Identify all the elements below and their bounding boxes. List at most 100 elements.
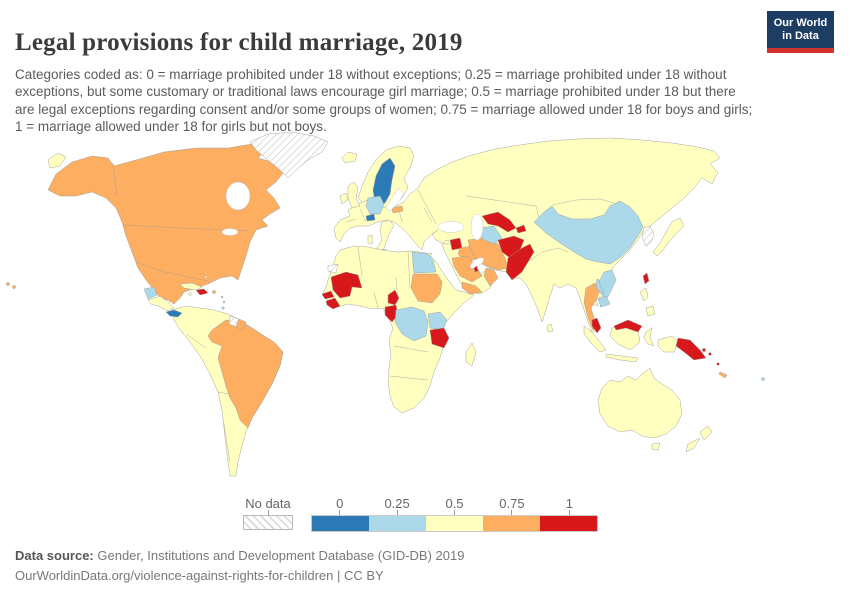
region-bahamas[interactable] <box>204 275 208 279</box>
region-panama[interactable] <box>165 309 183 318</box>
region-papua-new-guinea[interactable] <box>675 337 707 361</box>
region-germany[interactable] <box>365 195 385 215</box>
owid-logo[interactable]: Our World in Data <box>767 11 834 53</box>
region-malaysia-peninsula[interactable] <box>591 317 602 334</box>
legend-no-data[interactable]: No data <box>243 497 293 530</box>
legend-label-05: 0.5 <box>445 496 464 511</box>
region-western-sahara[interactable] <box>327 263 339 274</box>
region-greenland[interactable] <box>249 131 329 179</box>
region-brazil[interactable] <box>207 319 284 429</box>
black-sea <box>437 221 465 233</box>
region-hawaii[interactable] <box>12 285 16 289</box>
region-north-america[interactable] <box>47 143 285 305</box>
region-bahamas[interactable] <box>208 278 212 282</box>
region-yemen[interactable] <box>461 281 483 295</box>
region-hispaniola[interactable] <box>195 288 209 296</box>
inland-water <box>221 181 485 269</box>
region-tanzania[interactable] <box>429 327 450 349</box>
region-switzerland[interactable] <box>365 213 376 222</box>
region-iceland[interactable] <box>341 151 358 164</box>
region-tajikistan[interactable] <box>515 224 527 234</box>
region-saudi-arabia[interactable] <box>451 255 483 283</box>
region-lesser-antilles[interactable] <box>222 300 226 304</box>
region-solomon-islands[interactable] <box>702 348 706 352</box>
owid-logo-text: Our World in Data <box>773 17 828 42</box>
owid-logo-accent <box>767 48 834 53</box>
region-cuba[interactable] <box>179 282 203 291</box>
region-fiji[interactable] <box>761 377 765 381</box>
region-hawaii[interactable] <box>6 282 10 286</box>
region-sudan[interactable] <box>410 273 443 304</box>
region-puerto-rico[interactable] <box>212 290 216 294</box>
legend-swatch-1[interactable] <box>540 516 597 531</box>
region-cambodia[interactable] <box>597 295 611 308</box>
region-ireland[interactable] <box>339 192 349 205</box>
region-central-america[interactable] <box>147 295 175 312</box>
legend-ticks <box>311 510 598 515</box>
region-trinidad[interactable] <box>221 306 225 310</box>
region-sri-lanka[interactable] <box>546 323 554 333</box>
region-solomon-islands[interactable] <box>708 352 712 356</box>
hudson-bay <box>225 181 251 211</box>
legend-swatch-025[interactable] <box>369 516 426 531</box>
region-chukotka[interactable] <box>47 152 67 169</box>
legend-swatch-05[interactable] <box>426 516 483 531</box>
region-philippines-luzon[interactable] <box>639 287 649 302</box>
region-korea[interactable] <box>641 225 655 247</box>
region-west-papua[interactable] <box>657 335 679 353</box>
legend-swatch-0[interactable] <box>312 516 369 531</box>
region-sulawesi[interactable] <box>643 327 655 347</box>
region-lesser-antilles[interactable] <box>220 295 224 299</box>
region-sumatra[interactable] <box>583 325 607 353</box>
region-new-caledonia[interactable] <box>718 371 728 379</box>
region-french-guiana[interactable] <box>235 318 247 331</box>
region-pakistan[interactable] <box>505 243 535 281</box>
legend-swatch-075[interactable] <box>483 516 540 531</box>
region-guatemala[interactable] <box>143 286 158 300</box>
region-malaysia-borneo[interactable] <box>613 319 643 333</box>
region-united-kingdom[interactable] <box>347 181 361 209</box>
region-cameroon[interactable] <box>387 289 400 306</box>
region-oman[interactable] <box>483 267 499 287</box>
region-mali[interactable] <box>330 271 363 299</box>
region-tasmania[interactable] <box>651 442 661 451</box>
region-senegal[interactable] <box>321 290 335 300</box>
region-eurasia[interactable] <box>333 137 721 333</box>
region-africa[interactable] <box>321 245 475 414</box>
region-china[interactable] <box>533 200 644 265</box>
region-uganda-kenya[interactable] <box>427 311 448 331</box>
region-egypt[interactable] <box>411 251 437 274</box>
region-uzbekistan[interactable] <box>481 211 517 233</box>
chart-footer: Data source: Gender, Institutions and De… <box>15 546 464 586</box>
legend-label-025: 0.25 <box>384 496 410 511</box>
region-australia[interactable] <box>597 367 683 439</box>
legend-label-075: 0.75 <box>499 496 525 511</box>
region-new-zealand-north[interactable] <box>699 425 713 441</box>
page-title: Legal provisions for child marriage, 201… <box>15 28 463 56</box>
legend-tick <box>267 510 269 515</box>
region-madagascar[interactable] <box>465 342 477 367</box>
legend-label-1: 1 <box>565 496 573 511</box>
owid-url-link[interactable]: OurWorldinData.org/violence-against-righ… <box>15 568 384 583</box>
region-taiwan[interactable] <box>642 272 650 285</box>
map-legend: No data 0 0.25 0.5 0.75 1 <box>0 497 850 533</box>
legend-no-data-label: No data <box>245 496 291 511</box>
region-guinea[interactable] <box>325 297 341 310</box>
caspian-sea <box>470 213 484 241</box>
region-italy[interactable] <box>376 219 395 253</box>
region-jamaica[interactable] <box>188 292 192 296</box>
region-philippines-mindanao[interactable] <box>645 305 656 317</box>
world-map <box>0 126 850 496</box>
region-java[interactable] <box>605 353 639 363</box>
region-slovakia[interactable] <box>391 205 404 214</box>
region-gabon-congo[interactable] <box>384 304 399 323</box>
great-lakes <box>221 228 239 236</box>
region-dr-congo[interactable] <box>394 306 429 342</box>
region-sardinia[interactable] <box>367 234 373 245</box>
region-qatar[interactable] <box>473 265 479 273</box>
region-new-zealand-south[interactable] <box>685 437 701 453</box>
region-vanuatu[interactable] <box>716 362 720 366</box>
legend-no-data-swatch[interactable] <box>243 515 293 530</box>
region-japan[interactable] <box>652 217 685 257</box>
persian-gulf <box>469 257 485 269</box>
